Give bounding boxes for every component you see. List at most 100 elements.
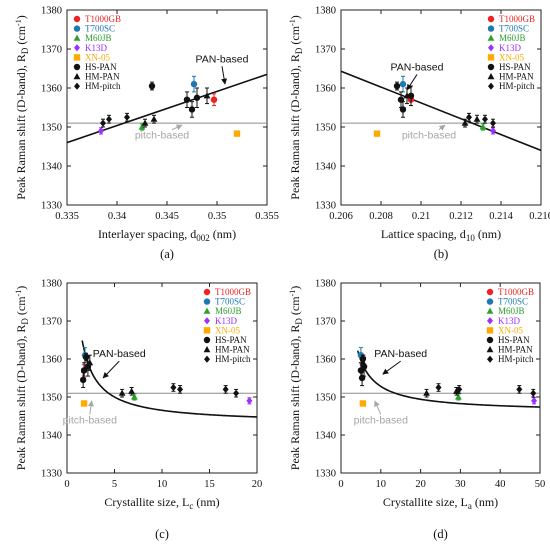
legend-entry: T1000GB	[215, 287, 251, 297]
y-axis-label: Peak Raman shift (D-band), RD (cm-1)	[14, 15, 30, 199]
y-axis-label-end: )	[14, 286, 28, 290]
series-hm-pan	[359, 354, 460, 398]
x-tick-label: 20	[252, 479, 263, 490]
y-tick-label: 1340	[315, 162, 336, 173]
x-axis-label: Crystallite size, La (nm)	[383, 495, 498, 511]
data-point	[233, 389, 240, 397]
data-point	[359, 400, 367, 407]
pitch-based-arrow	[438, 124, 446, 131]
legend-marker	[74, 44, 80, 52]
series-xn-05	[80, 400, 88, 407]
y-tick-label: 1350	[315, 123, 336, 134]
chart-panel-3: 0 5 10 15 20 1330 1340 1350 1360 1370 1380 Crystall…	[14, 279, 262, 542]
data-point	[358, 374, 366, 382]
x-axis-label-sub: a	[468, 501, 472, 511]
x-tick-label: 0.35	[208, 211, 226, 222]
legend-entry: XN-05	[215, 325, 240, 335]
legend-entry: K13D	[85, 43, 107, 53]
legend-marker	[487, 54, 495, 61]
x-tick-label: 20	[415, 479, 426, 490]
data-point	[138, 123, 146, 130]
data-point	[183, 96, 191, 103]
legend-entry: HM-pitch	[499, 81, 535, 91]
legend: T1000GBT700SCM60JBK13DXN-05HS-PANHM-PANH…	[487, 14, 535, 91]
plot-area	[341, 70, 541, 152]
data-point	[203, 92, 211, 99]
legend: T1000GBT700SCM60JBK13DXN-05HS-PANHM-PANH…	[486, 287, 534, 364]
series-hm-pitch	[466, 112, 496, 128]
data-point	[435, 383, 442, 392]
y-axis-label-text: Peak Raman shift (D-band), R	[288, 325, 302, 471]
data-point	[456, 385, 463, 393]
x-axis-label-text: Lattice spacing, d	[381, 227, 466, 241]
y-axis-label-unit: (cm	[14, 296, 28, 318]
data-point	[150, 115, 158, 122]
y-axis-label: Peak Raman shift (D-band), RD (cm-1)	[288, 15, 304, 199]
pan-based-arrow	[382, 360, 401, 375]
series-k13d	[246, 397, 253, 405]
legend-marker	[73, 63, 81, 71]
x-tick-label: 0.345	[155, 211, 179, 222]
x-axis-label-text: Interlayer spacing, d	[98, 227, 196, 241]
legend-marker	[486, 298, 494, 305]
legend-entry: HM-pitch	[215, 354, 251, 364]
series-hs-pan	[148, 81, 201, 118]
x-tick-label: 5	[112, 479, 117, 490]
series-hm-pan	[86, 354, 135, 398]
legend: T1000GBT700SCM60JBK13DXN-05HS-PANHM-PANH…	[203, 287, 251, 364]
x-tick-label: 0.208	[369, 211, 393, 222]
pan-based-arrow	[102, 360, 120, 379]
series-t700sc	[399, 75, 407, 93]
x-tick-label: 0.206	[329, 211, 353, 222]
x-tick-label: 15	[204, 479, 215, 490]
legend-marker	[73, 54, 81, 61]
y-tick-label: 1370	[315, 317, 336, 328]
series-m60jb	[479, 123, 487, 131]
x-tick-label: 0.34	[108, 211, 127, 222]
data-point	[461, 119, 469, 126]
data-point	[516, 385, 523, 393]
legend-marker	[204, 317, 210, 325]
data-point	[141, 119, 149, 126]
panel-label: (a)	[160, 247, 174, 261]
x-axis-label: Crystallite size, Lc (nm)	[104, 495, 219, 511]
data-point	[233, 130, 241, 137]
series-hs-pan	[393, 81, 415, 118]
legend-entry: M60JB	[498, 306, 525, 316]
legend-entry: K13D	[215, 316, 237, 326]
data-point	[118, 389, 126, 396]
data-point	[222, 385, 229, 393]
data-point	[80, 400, 88, 407]
legend-marker	[487, 73, 495, 80]
data-point	[399, 80, 407, 88]
data-point	[359, 359, 367, 366]
y-axis-label-sup: -1	[14, 19, 23, 26]
pitch-based-label: pitch-based	[135, 130, 189, 142]
x-axis-label-sub: c	[189, 501, 193, 511]
legend-marker	[203, 327, 211, 334]
legend-marker	[488, 82, 494, 90]
y-axis-label-text: Peak Raman shift (D-band), R	[14, 54, 28, 200]
legend-entry: T700SC	[215, 297, 245, 307]
y-tick-label: 1340	[315, 431, 336, 442]
chart-panel-1: 0.335 0.34 0.345 0.35 0.355 1330 1340 1350 1360 1…	[14, 6, 279, 262]
series-t1000gb	[210, 93, 218, 107]
y-tick-label: 1340	[41, 431, 62, 442]
y-tick-label: 1350	[315, 393, 336, 404]
y-axis-label-sub: D	[294, 318, 304, 325]
data-point	[490, 127, 496, 135]
data-point	[473, 115, 481, 122]
chart-panel-2: 0.206 0.208 0.21 0.212 0.214 0.216 1330 1340 135…	[288, 6, 550, 262]
y-tick-label: 1330	[315, 201, 336, 212]
data-point	[131, 393, 138, 400]
x-tick-label: 0.355	[255, 211, 279, 222]
legend-entry: HM-PAN	[215, 345, 250, 355]
x-axis-label-unit: (nm)	[210, 227, 236, 241]
legend-marker	[487, 15, 495, 23]
data-point	[106, 115, 112, 123]
legend-marker	[486, 346, 494, 353]
y-axis-label-end: )	[288, 286, 302, 290]
legend-entry: HS-PAN	[498, 335, 530, 345]
y-axis-label-text: Peak Raman shift (D-band), R	[288, 54, 302, 200]
panel-label: (c)	[155, 527, 169, 541]
